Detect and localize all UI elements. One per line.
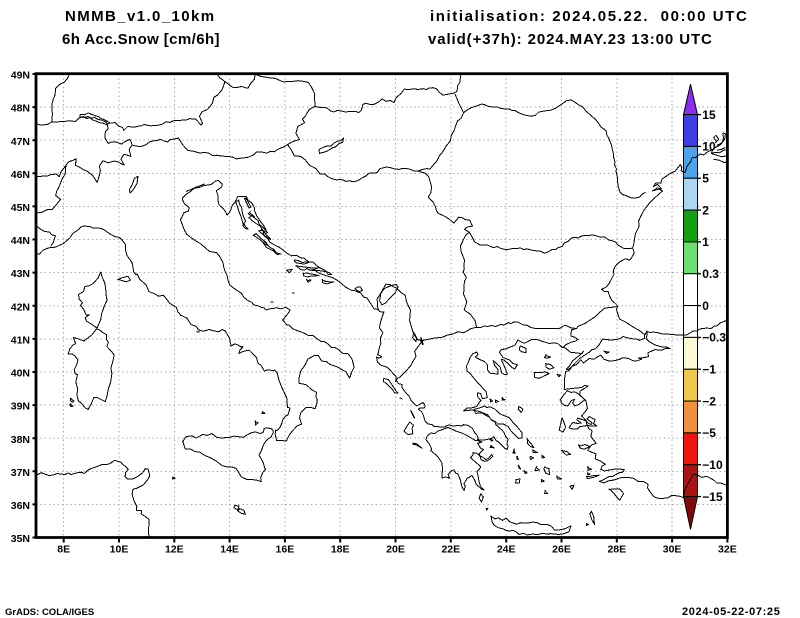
svg-text:24E: 24E xyxy=(497,544,516,556)
svg-text:−10: −10 xyxy=(702,458,723,472)
svg-text:−15: −15 xyxy=(702,490,723,504)
svg-text:14E: 14E xyxy=(220,544,239,556)
svg-text:49N: 49N xyxy=(11,70,30,82)
svg-text:5: 5 xyxy=(702,172,709,186)
svg-text:NMMB_v1.0_10km: NMMB_v1.0_10km xyxy=(65,8,216,25)
svg-text:GrADS: COLA/IGES: GrADS: COLA/IGES xyxy=(5,607,94,618)
svg-text:−5: −5 xyxy=(702,426,716,440)
svg-text:2: 2 xyxy=(702,203,709,217)
svg-text:43N: 43N xyxy=(11,268,30,280)
svg-text:37N: 37N xyxy=(11,467,30,479)
svg-text:−0.3: −0.3 xyxy=(702,331,726,345)
svg-text:22E: 22E xyxy=(441,544,460,556)
svg-text:30E: 30E xyxy=(663,544,682,556)
svg-text:48N: 48N xyxy=(11,103,30,115)
svg-text:10E: 10E xyxy=(110,544,129,556)
svg-text:12E: 12E xyxy=(165,544,184,556)
svg-text:10: 10 xyxy=(702,140,716,154)
svg-text:46N: 46N xyxy=(11,169,30,181)
svg-text:8E: 8E xyxy=(57,544,70,556)
svg-text:initialisation: 2024.05.22. 0: initialisation: 2024.05.22. 00:00 UTC xyxy=(430,8,748,25)
svg-text:42N: 42N xyxy=(11,301,30,313)
svg-text:−2: −2 xyxy=(702,394,716,408)
svg-text:26E: 26E xyxy=(552,544,571,556)
svg-text:39N: 39N xyxy=(11,401,30,413)
svg-text:45N: 45N xyxy=(11,202,30,214)
svg-text:−1: −1 xyxy=(702,362,716,376)
svg-text:0: 0 xyxy=(702,299,709,313)
svg-text:18E: 18E xyxy=(331,544,350,556)
svg-text:0.3: 0.3 xyxy=(702,267,719,281)
svg-text:32E: 32E xyxy=(718,544,737,556)
svg-text:1: 1 xyxy=(702,235,709,249)
svg-text:20E: 20E xyxy=(386,544,405,556)
svg-text:40N: 40N xyxy=(11,368,30,380)
svg-text:6h Acc.Snow [cm/6h]: 6h Acc.Snow [cm/6h] xyxy=(62,31,220,48)
svg-text:35N: 35N xyxy=(11,533,30,545)
svg-text:28E: 28E xyxy=(607,544,626,556)
svg-text:47N: 47N xyxy=(11,136,30,148)
svg-text:41N: 41N xyxy=(11,335,30,347)
svg-text:44N: 44N xyxy=(11,235,30,247)
svg-text:15: 15 xyxy=(702,108,716,122)
svg-text:36N: 36N xyxy=(11,500,30,512)
svg-text:valid(+37h): 2024.MAY.23 13:00: valid(+37h): 2024.MAY.23 13:00 UTC xyxy=(428,31,713,48)
svg-text:38N: 38N xyxy=(11,434,30,446)
svg-text:16E: 16E xyxy=(276,544,295,556)
svg-text:2024-05-22-07:25: 2024-05-22-07:25 xyxy=(682,606,780,618)
